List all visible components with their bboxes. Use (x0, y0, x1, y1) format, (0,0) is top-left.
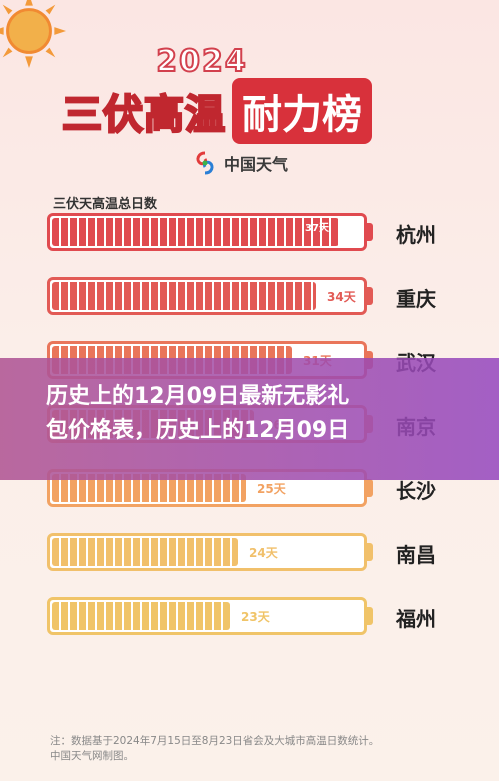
sun-icon (0, 0, 67, 69)
bar-fill (52, 602, 230, 630)
category-label: 长沙 (396, 479, 436, 503)
bar-1 (47, 213, 367, 251)
bar-6 (47, 533, 367, 571)
battery-nub (367, 287, 373, 305)
caption-line-1: 历史上的12月09日最新无影礼 (46, 384, 350, 409)
weather-logo-icon (196, 151, 214, 175)
year-label: 2024 (155, 43, 248, 80)
title-banner: 三伏高温 耐力榜 (60, 76, 372, 146)
data-label: 34天 (327, 290, 356, 304)
data-label: 23天 (241, 610, 270, 624)
category-label: 南昌 (396, 543, 436, 567)
category-label: 福州 (396, 607, 436, 631)
logo-text: 中国天气 (224, 155, 289, 174)
footer-line-1: 注：数据基于2024年7月15日至8月23日省会及大城市高温日数统计。 (50, 735, 380, 747)
footer-note: 注：数据基于2024年7月15日至8月23日省会及大城市高温日数统计。 中国天气… (50, 734, 379, 764)
bar-7 (47, 597, 367, 635)
brand-logo: 中国天气 (192, 150, 288, 176)
footer-line-2: 中国天气网制图。 (50, 750, 134, 762)
title-box: 耐力榜 (232, 78, 372, 144)
data-label: 37天 (305, 223, 329, 234)
battery-nub (367, 543, 373, 561)
overlay-caption: 历史上的12月09日最新无影礼 包价格表，历史上的12月09日 (0, 358, 499, 480)
category-label: 杭州 (396, 223, 436, 247)
battery-nub (367, 223, 373, 241)
category-label: 重庆 (396, 287, 436, 311)
bar-fill (52, 218, 339, 246)
battery-nub (367, 479, 373, 497)
title-plain: 三伏高温 (61, 91, 227, 140)
chart-title: 三伏天高温总日数 (53, 197, 158, 212)
caption-line-2: 包价格表，历史上的12月09日 (46, 418, 350, 443)
data-label: 25天 (257, 482, 286, 496)
data-label: 24天 (249, 546, 278, 560)
bar-2 (47, 277, 367, 315)
bar-fill (52, 538, 238, 566)
bar-fill (52, 282, 316, 310)
battery-nub (367, 607, 373, 625)
